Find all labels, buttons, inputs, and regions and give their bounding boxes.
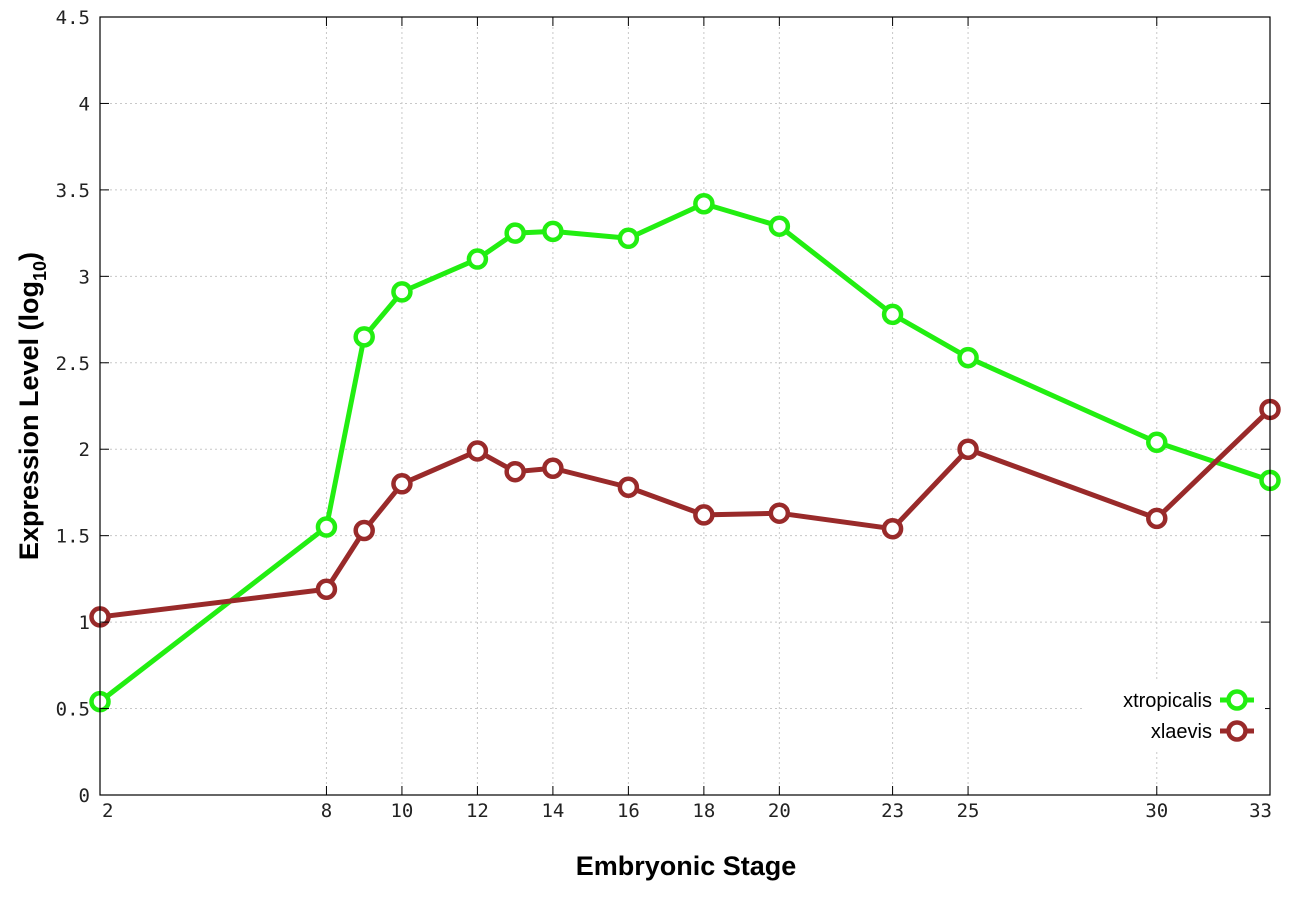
data-point-xtropicalis: [768, 215, 791, 237]
data-point-xlaevis: [353, 519, 375, 542]
series-layer: [89, 192, 1281, 713]
data-point-xtropicalis: [391, 281, 413, 303]
y-tick-label: 3.5: [56, 180, 90, 202]
x-tick-label: 25: [957, 800, 980, 822]
data-point-xlaevis: [693, 504, 715, 526]
y-tick-label: 1: [79, 612, 90, 634]
y-axis-title-close: ): [14, 252, 44, 261]
legend-swatch-point-xtropicalis: [1226, 689, 1248, 711]
data-point-xtropicalis: [315, 516, 338, 538]
data-point-xtropicalis: [881, 303, 904, 326]
legend: xtropicalis xlaevis: [1123, 689, 1254, 743]
plot-frame: [99, 16, 1271, 796]
x-tick-label: 20: [768, 800, 791, 822]
y-tick-label: 0.5: [56, 699, 90, 721]
x-tick-label: 12: [466, 800, 489, 822]
x-tick-label: 16: [617, 800, 640, 822]
data-point-xlaevis: [466, 440, 489, 462]
y-tick-label: 0: [79, 785, 90, 807]
data-point-xlaevis: [315, 578, 338, 601]
y-tick-label: 1.5: [56, 526, 90, 548]
legend-label-xlaevis: xlaevis: [1151, 721, 1212, 743]
x-tick-label: 18: [692, 800, 715, 822]
x-axis-ticks: 2 8 10 12 14 16 18 20 23 25 30 33: [99, 17, 1272, 822]
data-point-xtropicalis: [693, 192, 715, 215]
x-tick-label: 23: [881, 800, 904, 822]
data-point-xtropicalis: [504, 222, 526, 244]
y-axis-ticks: 0 0.5 1 1.5 2 2.5 3 3.5 4 4.5: [56, 7, 1270, 807]
data-point-xtropicalis: [542, 220, 564, 243]
data-point-xtropicalis: [617, 227, 640, 250]
x-tick-label: 33: [1249, 800, 1272, 822]
y-axis-title-subscript: 10: [30, 261, 50, 281]
data-point-xlaevis: [504, 460, 526, 483]
legend-swatch-point-xlaevis: [1226, 720, 1248, 742]
x-axis-title: Embryonic Stage: [576, 851, 797, 881]
data-point-xlaevis: [391, 473, 413, 495]
data-point-xlaevis: [957, 438, 979, 460]
series-line-xtropicalis: [98, 201, 1271, 704]
data-point-xtropicalis: [466, 248, 489, 270]
data-point-xtropicalis: [1146, 431, 1168, 454]
x-tick-label: 14: [541, 800, 564, 822]
y-tick-label: 2: [79, 439, 90, 461]
data-point-xlaevis: [542, 457, 564, 479]
series-line-xlaevis: [99, 407, 1272, 620]
data-point-xlaevis: [768, 502, 791, 524]
x-tick-label: 2: [102, 800, 113, 822]
y-axis-title: Expression Level (log10): [14, 252, 50, 560]
y-tick-label: 4: [79, 93, 90, 115]
y-tick-label: 2.5: [56, 353, 90, 375]
x-tick-label: 10: [390, 800, 413, 822]
y-tick-label: 4.5: [56, 7, 90, 29]
data-point-xlaevis: [1146, 507, 1168, 530]
x-tick-label: 8: [321, 800, 332, 822]
y-axis-title-main: Expression Level (log: [14, 281, 44, 560]
data-point-xlaevis: [617, 476, 640, 499]
data-point-xtropicalis: [957, 346, 979, 369]
y-tick-label: 3: [79, 266, 90, 288]
x-tick-label: 30: [1145, 800, 1168, 822]
data-point-xlaevis: [881, 518, 904, 540]
grid: [100, 17, 1270, 795]
data-point-xtropicalis: [353, 326, 375, 348]
legend-label-xtropicalis: xtropicalis: [1123, 690, 1212, 712]
